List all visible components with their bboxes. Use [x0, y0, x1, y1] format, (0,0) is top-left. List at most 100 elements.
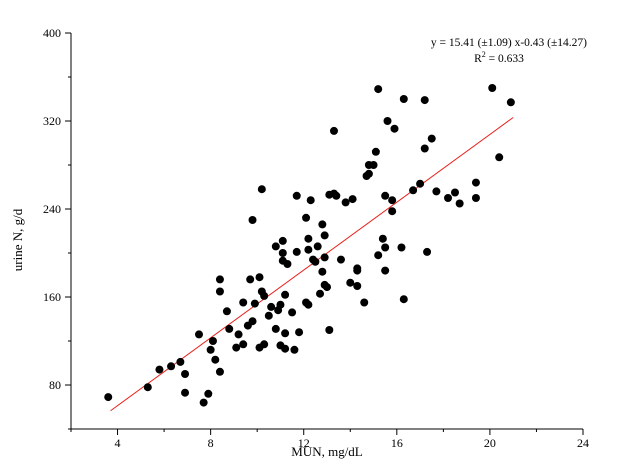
data-point [371, 147, 380, 156]
data-points [104, 84, 515, 407]
data-point [427, 134, 436, 143]
data-point [397, 243, 406, 252]
data-point [318, 267, 327, 276]
data-point [215, 367, 224, 376]
data-point [378, 234, 387, 243]
data-point [332, 191, 341, 200]
data-point [420, 144, 429, 153]
data-point [488, 84, 497, 92]
y-tick-label: 400 [43, 26, 61, 40]
data-point [181, 370, 190, 378]
data-point [409, 186, 418, 195]
data-point [390, 124, 399, 133]
data-point [304, 234, 313, 243]
data-point [225, 324, 234, 333]
data-point [215, 275, 224, 284]
data-point [374, 85, 383, 94]
data-point [260, 291, 269, 300]
data-point [264, 311, 273, 320]
data-point [278, 236, 287, 245]
data-point [248, 216, 257, 224]
data-point [506, 98, 515, 107]
data-point [267, 302, 276, 311]
data-point [432, 187, 441, 196]
data-point [320, 231, 329, 240]
y-tick-label: 160 [43, 290, 61, 304]
data-point [336, 255, 345, 264]
data-point [257, 185, 266, 194]
data-point [250, 299, 259, 308]
data-point [143, 383, 152, 392]
data-point [346, 278, 355, 287]
data-point [260, 340, 269, 349]
y-axis-title: urine N, g/d [10, 208, 25, 271]
data-point [381, 243, 390, 252]
x-tick-label: 12 [298, 436, 310, 450]
data-point [234, 330, 243, 339]
data-point [181, 388, 190, 397]
data-point [167, 362, 176, 371]
data-point [306, 196, 315, 205]
data-point [420, 96, 429, 105]
data-point [341, 198, 350, 207]
data-point [155, 365, 164, 374]
data-point [383, 117, 392, 125]
data-point [353, 266, 362, 275]
data-point [304, 245, 313, 254]
data-point [288, 308, 297, 317]
data-point [195, 330, 203, 339]
x-axis-title: MUN, mg/dL [291, 444, 363, 459]
data-point [369, 161, 378, 169]
data-point [215, 287, 224, 296]
data-point [176, 357, 185, 366]
data-point [374, 251, 383, 260]
y-tick-label: 80 [49, 378, 61, 392]
data-point [281, 344, 290, 353]
data-point [318, 220, 327, 229]
data-point [313, 242, 322, 251]
data-point [311, 257, 320, 266]
data-point [206, 345, 215, 354]
data-point [399, 95, 408, 103]
data-point [104, 393, 113, 402]
data-point [416, 179, 425, 188]
y-tick-label: 320 [43, 114, 61, 128]
data-point [276, 300, 285, 309]
data-point [423, 247, 432, 256]
data-point [451, 188, 459, 197]
data-point [204, 389, 213, 398]
y-tick-label: 240 [43, 202, 61, 216]
data-point [471, 178, 480, 187]
data-point [316, 289, 325, 298]
data-point [302, 213, 311, 222]
data-point [348, 195, 357, 204]
fit-equation: y = 15.41 (±1.09) x-0.43 (±14.27) [431, 37, 587, 49]
data-point [388, 196, 397, 205]
data-point [271, 324, 280, 333]
x-tick-label: 8 [208, 436, 214, 450]
axes [65, 32, 584, 435]
r-squared-label: R2 = 0.633 [474, 50, 524, 65]
r-squared-value: = 0.633 [486, 53, 524, 65]
data-point [329, 126, 338, 135]
r-squared-exp: 2 [482, 50, 486, 59]
data-point [246, 275, 255, 284]
x-tick-label: 20 [484, 436, 496, 450]
x-tick-label: 24 [577, 436, 589, 450]
data-point [281, 329, 290, 338]
tick-labels: 4 8 12 16 20 24 80 160 240 320 400 [43, 26, 589, 450]
data-point [283, 260, 292, 268]
data-point [232, 343, 241, 352]
data-point [364, 169, 373, 178]
data-point [325, 326, 334, 334]
data-point [495, 153, 504, 162]
data-point [455, 199, 464, 208]
data-point [208, 337, 217, 345]
data-point [248, 317, 257, 326]
data-point [323, 283, 331, 292]
data-point [281, 290, 290, 299]
x-tick-label: 4 [115, 436, 121, 450]
data-point [211, 355, 220, 364]
data-point [381, 191, 390, 200]
